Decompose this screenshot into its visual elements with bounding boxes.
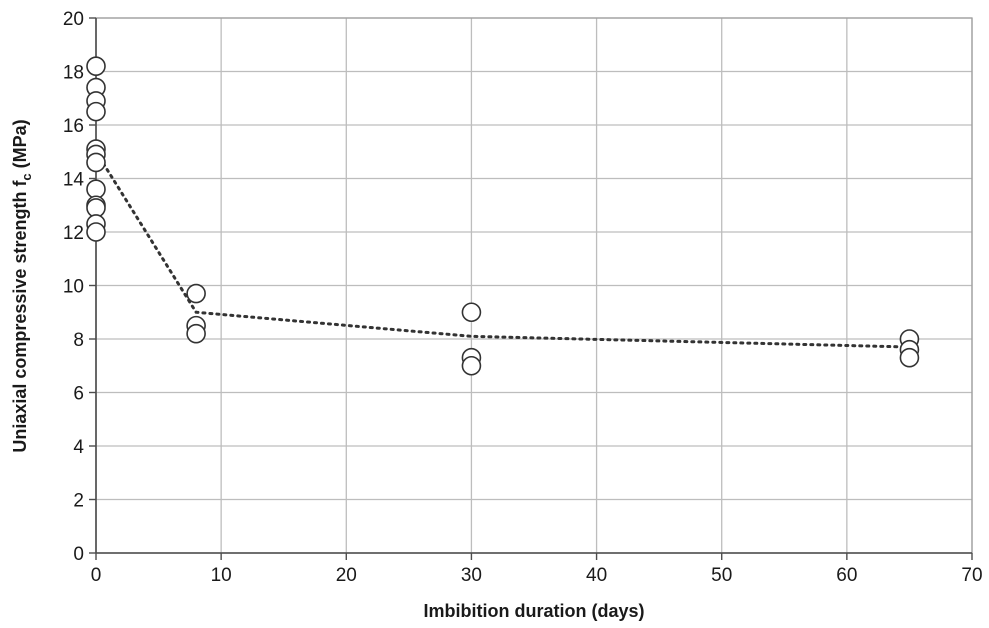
data-point (86, 56, 106, 76)
grid (95, 17, 973, 554)
y-tick-label: 18 (63, 63, 84, 84)
data-points (86, 56, 920, 376)
y-tick-label: 16 (63, 116, 84, 137)
x-tick-label: 40 (586, 565, 607, 586)
tick-labels: 0 2 4 6 8 10 12 14 16 18 20 0 10 20 30 40 50 60 70 (63, 9, 983, 586)
x-tick-label: 10 (211, 565, 232, 586)
y-axis-title-main: Uniaxial compressive strength f (10, 180, 30, 453)
x-tick-label: 60 (836, 565, 857, 586)
x-tick-label: 70 (961, 565, 982, 586)
data-point (186, 283, 206, 304)
x-tick-label: 50 (711, 565, 732, 586)
trend-line-group (94, 150, 911, 349)
y-axis-title-unit: (MPa) (10, 119, 30, 173)
x-tick-label: 30 (461, 565, 482, 586)
x-tick-label: 20 (336, 565, 357, 586)
y-tick-label: 20 (63, 9, 84, 30)
data-point (899, 347, 920, 368)
data-point (86, 101, 106, 122)
x-tick-label: 0 (91, 565, 102, 586)
data-point (186, 323, 206, 344)
y-tick-label: 0 (73, 544, 84, 565)
y-tick-label: 8 (73, 330, 84, 351)
data-point (86, 222, 106, 242)
y-axis-title: Uniaxial compressive strength fc (MPa) (10, 119, 34, 452)
data-point (461, 302, 482, 323)
y-tick-label: 4 (73, 437, 84, 458)
y-axis-title-subscript: c (19, 173, 34, 180)
data-point (86, 152, 106, 173)
x-axis-title: Imbibition duration (days) (424, 601, 645, 621)
y-tick-label: 2 (73, 491, 84, 512)
data-point (461, 355, 482, 376)
y-tick-label: 12 (63, 223, 84, 244)
y-tick-label: 10 (63, 277, 84, 298)
y-tick-label: 14 (63, 170, 85, 191)
y-tick-label: 6 (73, 384, 84, 405)
trend-line (94, 150, 911, 349)
